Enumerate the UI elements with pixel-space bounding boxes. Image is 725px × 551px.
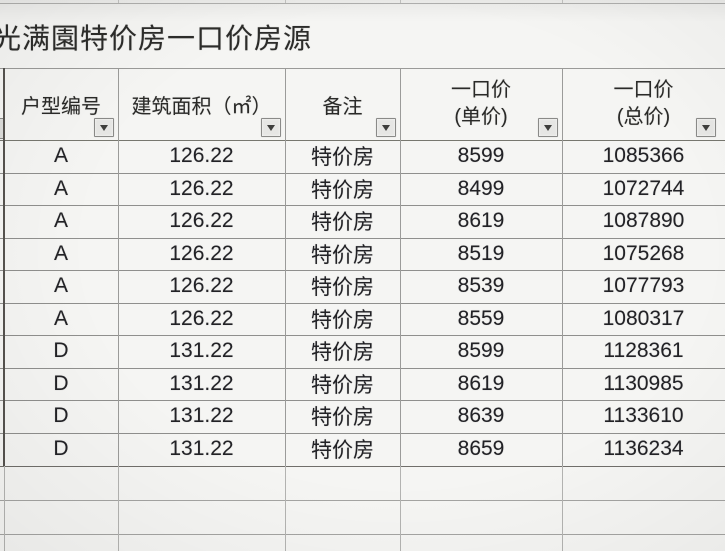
- table-row: D 131.22 特价房 8659 1136234: [0, 433, 725, 466]
- gridline: [118, 0, 119, 3]
- gridline: [0, 466, 725, 467]
- gridline: [562, 466, 563, 551]
- cell-area[interactable]: 131.22: [169, 436, 234, 460]
- cell-unit-type[interactable]: D: [53, 404, 69, 428]
- cell-unit-type[interactable]: A: [53, 274, 68, 298]
- column-header-label-line1: 一口价: [451, 79, 511, 101]
- column-header-label: 建筑面积（㎡）: [131, 95, 272, 118]
- cell-unit-price[interactable]: 8639: [457, 404, 505, 428]
- table-row: A 126.22 特价房 8499 1072744: [0, 173, 725, 206]
- cell-area[interactable]: 126.22: [169, 209, 234, 233]
- cell-total-price[interactable]: 1085366: [602, 144, 685, 168]
- cell-unit-price[interactable]: 8619: [457, 209, 505, 233]
- cell-unit-price[interactable]: 8499: [457, 176, 505, 200]
- chevron-down-icon: [267, 124, 275, 131]
- gridline: [285, 466, 286, 551]
- table-row: D 131.22 特价房 8619 1130985: [0, 368, 725, 401]
- cell-unit-price[interactable]: 8599: [457, 339, 505, 363]
- cell-unit-type[interactable]: A: [53, 144, 68, 168]
- column-header-unit-type[interactable]: 户型编号: [4, 68, 118, 140]
- chevron-down-icon: [100, 124, 108, 131]
- column-header-unit-price[interactable]: 一口价 (单价): [400, 68, 562, 140]
- cell-unit-type[interactable]: D: [53, 339, 69, 363]
- cell-note[interactable]: 特价房: [311, 341, 374, 365]
- table-row: A 126.22 特价房 8539 1077793: [0, 270, 725, 303]
- cell-note[interactable]: 特价房: [311, 406, 374, 430]
- table-row: A 126.22 特价房 8559 1080317: [0, 303, 725, 336]
- cell-area[interactable]: 126.22: [169, 274, 234, 298]
- cell-note[interactable]: 特价房: [311, 243, 374, 267]
- cell-unit-price[interactable]: 8519: [457, 241, 505, 265]
- cell-area[interactable]: 126.22: [169, 176, 234, 200]
- filter-dropdown-button[interactable]: [261, 118, 281, 137]
- cell-note[interactable]: 特价房: [311, 211, 374, 235]
- column-header-area[interactable]: 建筑面积（㎡）: [118, 68, 285, 140]
- gridline: [562, 0, 563, 3]
- cell-area[interactable]: 131.22: [169, 404, 234, 428]
- table-row: A 126.22 特价房 8599 1085366: [0, 140, 725, 173]
- column-header-label: 备注: [322, 95, 363, 118]
- cell-unit-type[interactable]: A: [53, 306, 68, 330]
- cell-note[interactable]: 特价房: [311, 438, 374, 462]
- chevron-down-icon: [702, 124, 710, 131]
- cell-note[interactable]: 特价房: [311, 146, 374, 170]
- cell-area[interactable]: 126.22: [169, 306, 234, 330]
- cell-unit-type[interactable]: A: [53, 241, 68, 265]
- column-header-label-line2: (单价): [454, 106, 508, 128]
- cell-unit-price[interactable]: 8659: [457, 436, 505, 460]
- cell-note[interactable]: 特价房: [311, 276, 374, 300]
- cell-area[interactable]: 131.22: [169, 339, 234, 363]
- gridline: [118, 466, 119, 551]
- table-row: D 131.22 特价房 8639 1133610: [0, 400, 725, 433]
- cell-note[interactable]: 特价房: [311, 308, 374, 332]
- column-header-label-line2: (总价): [616, 106, 671, 128]
- gridline: [0, 534, 725, 535]
- gridline: [400, 0, 401, 3]
- cell-total-price[interactable]: 1130985: [603, 371, 684, 395]
- gridline: [0, 3, 725, 4]
- cell-total-price[interactable]: 1075268: [602, 241, 685, 265]
- cell-unit-price[interactable]: 8619: [457, 371, 505, 395]
- cell-unit-price[interactable]: 8599: [457, 144, 505, 168]
- cell-total-price[interactable]: 1087890: [602, 209, 685, 233]
- cell-note[interactable]: 特价房: [311, 178, 374, 202]
- table-row: D 131.22 特价房 8599 1128361: [0, 335, 725, 368]
- sheet-title[interactable]: 光满園特价房一口价房源: [0, 23, 313, 54]
- cell-total-price[interactable]: 1136234: [603, 436, 684, 460]
- cell-total-price[interactable]: 1133610: [603, 404, 684, 428]
- gridline: [285, 0, 286, 3]
- gridline: [4, 466, 5, 551]
- column-header-label: 户型编号: [21, 95, 101, 118]
- cell-unit-price[interactable]: 8559: [457, 306, 505, 330]
- cell-unit-type[interactable]: D: [53, 436, 69, 460]
- cell-unit-type[interactable]: D: [53, 371, 69, 395]
- partial-filter-dropdown-button[interactable]: [0, 118, 3, 139]
- cell-total-price[interactable]: 1072744: [602, 176, 685, 200]
- gridline: [400, 466, 401, 551]
- column-header-total-price[interactable]: 一口价 (总价): [562, 68, 725, 140]
- column-header-label-line1: 一口价: [613, 79, 674, 101]
- cell-unit-price[interactable]: 8539: [457, 274, 505, 298]
- table-row: A 126.22 特价房 8619 1087890: [0, 205, 725, 238]
- cell-area[interactable]: 126.22: [169, 144, 234, 168]
- column-header-note[interactable]: 备注: [285, 68, 400, 140]
- cell-note[interactable]: 特价房: [311, 373, 374, 397]
- cell-area[interactable]: 131.22: [169, 371, 234, 395]
- filter-dropdown-button[interactable]: [94, 118, 114, 137]
- table-row: A 126.22 特价房 8519 1075268: [0, 238, 725, 271]
- cell-total-price[interactable]: 1080317: [602, 306, 685, 330]
- filter-dropdown-button[interactable]: [696, 118, 716, 137]
- filter-dropdown-button[interactable]: [538, 118, 558, 137]
- gridline: [0, 500, 725, 501]
- chevron-down-icon: [382, 124, 390, 131]
- cell-unit-type[interactable]: A: [53, 176, 68, 200]
- cell-total-price[interactable]: 1128361: [603, 339, 684, 363]
- cell-area[interactable]: 126.22: [169, 241, 234, 265]
- filter-dropdown-button[interactable]: [376, 118, 396, 137]
- cell-unit-type[interactable]: A: [53, 209, 68, 233]
- cell-total-price[interactable]: 1077793: [602, 274, 685, 298]
- chevron-down-icon: [544, 124, 552, 131]
